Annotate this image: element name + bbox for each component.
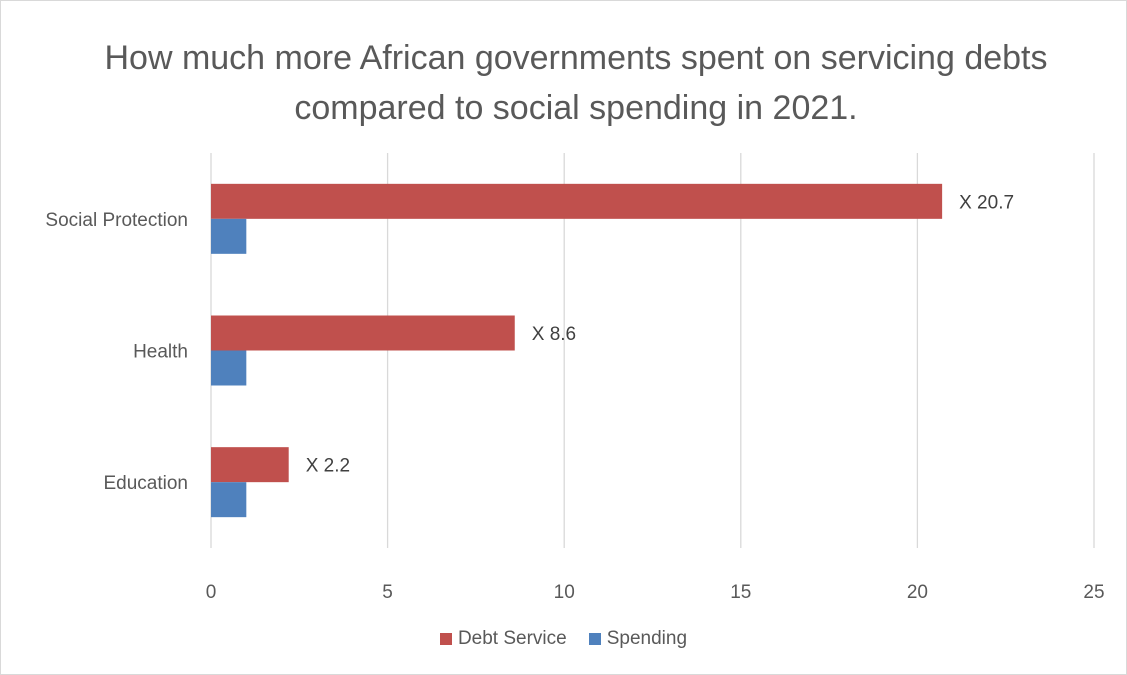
- x-tick-label-5: 5: [382, 582, 393, 603]
- legend-swatch-debt-service: [439, 633, 452, 645]
- bar-debt-service-health: [211, 315, 515, 351]
- legend: Debt Service Spending: [0, 628, 1127, 650]
- bar-spending-social-protection: [211, 218, 247, 254]
- category-label-social-protection: Social Protection: [45, 210, 188, 231]
- data-label-debt-service-health: X 8.6: [532, 324, 576, 345]
- legend-label-spending: Spending: [606, 628, 688, 649]
- x-tick-label-25: 25: [1083, 582, 1104, 603]
- category-label-education: Education: [103, 473, 188, 494]
- x-tick-label-20: 20: [907, 582, 928, 603]
- bar-debt-service-social-protection: [211, 183, 943, 219]
- category-label-health: Health: [133, 342, 188, 363]
- legend-item-spending: Spending: [588, 628, 688, 650]
- chart-title: How much more African governments spent …: [104, 39, 1048, 127]
- bar-spending-education: [211, 482, 247, 518]
- x-tick-label-10: 10: [554, 582, 575, 603]
- bar-spending-health: [211, 350, 247, 386]
- bar-debt-service-education: [211, 447, 289, 483]
- legend-label-debt-service: Debt Service: [457, 628, 567, 649]
- legend-swatch-spending: [588, 633, 601, 645]
- x-tick-label-15: 15: [730, 582, 751, 603]
- legend-item-debt-service: Debt Service: [439, 628, 567, 650]
- data-label-debt-service-education: X 2.2: [306, 456, 350, 477]
- data-label-debt-service-social-protection: X 20.7: [959, 192, 1014, 213]
- x-tick-label-0: 0: [206, 582, 217, 603]
